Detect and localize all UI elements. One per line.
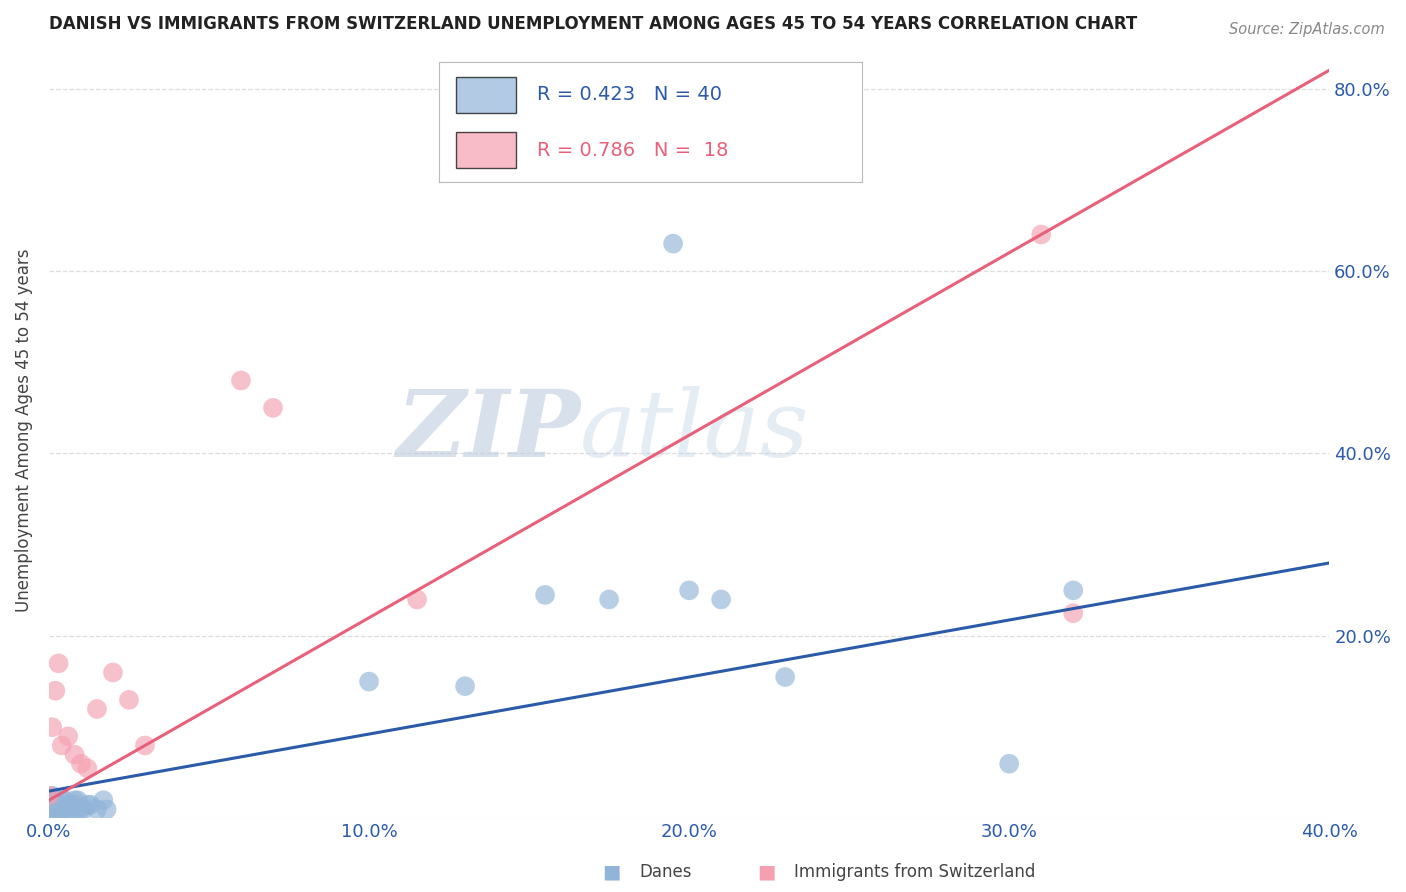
Point xyxy=(101,665,124,680)
Point xyxy=(96,802,118,816)
Point xyxy=(662,236,685,251)
Point xyxy=(63,797,86,812)
Point xyxy=(86,802,108,816)
Point xyxy=(134,739,156,753)
Point xyxy=(60,802,83,816)
Point xyxy=(56,802,79,816)
Point xyxy=(41,793,63,807)
Point xyxy=(44,683,66,698)
Point xyxy=(678,583,700,598)
Text: DANISH VS IMMIGRANTS FROM SWITZERLAND UNEMPLOYMENT AMONG AGES 45 TO 54 YEARS COR: DANISH VS IMMIGRANTS FROM SWITZERLAND UN… xyxy=(49,15,1137,33)
Point xyxy=(66,802,89,816)
Point xyxy=(38,802,60,816)
Point xyxy=(44,793,66,807)
Text: Danes: Danes xyxy=(640,863,692,881)
Point xyxy=(70,756,93,771)
Point xyxy=(773,670,796,684)
Point xyxy=(93,793,115,807)
Point xyxy=(53,793,76,807)
Point xyxy=(51,802,73,816)
Point xyxy=(406,592,429,607)
Text: ■: ■ xyxy=(756,863,776,882)
Text: Source: ZipAtlas.com: Source: ZipAtlas.com xyxy=(1229,22,1385,37)
Y-axis label: Unemployment Among Ages 45 to 54 years: Unemployment Among Ages 45 to 54 years xyxy=(15,249,32,613)
Point xyxy=(38,793,60,807)
Point xyxy=(598,592,620,607)
Text: Immigrants from Switzerland: Immigrants from Switzerland xyxy=(794,863,1036,881)
Point xyxy=(118,693,141,707)
Point xyxy=(63,793,86,807)
Point xyxy=(56,797,79,812)
Text: ZIP: ZIP xyxy=(396,385,581,475)
Point xyxy=(262,401,284,415)
Point xyxy=(41,789,63,803)
Text: atlas: atlas xyxy=(581,385,810,475)
Point xyxy=(1062,606,1084,620)
Point xyxy=(229,374,252,388)
Point xyxy=(38,797,60,812)
Point xyxy=(79,797,101,812)
Point xyxy=(41,797,63,812)
Point xyxy=(998,756,1021,771)
Point xyxy=(53,802,76,816)
Point xyxy=(41,720,63,734)
Point xyxy=(44,797,66,812)
Point xyxy=(56,729,79,743)
Point xyxy=(1031,227,1053,242)
Point xyxy=(86,702,108,716)
Point xyxy=(38,789,60,803)
Point xyxy=(51,793,73,807)
Point xyxy=(76,761,98,775)
Point xyxy=(1062,583,1084,598)
Point xyxy=(48,797,70,812)
Text: ■: ■ xyxy=(602,863,621,882)
Point xyxy=(41,802,63,816)
Point xyxy=(66,793,89,807)
Point xyxy=(454,679,477,693)
Point xyxy=(51,739,73,753)
Point xyxy=(48,802,70,816)
Point xyxy=(48,657,70,671)
Point xyxy=(534,588,557,602)
Point xyxy=(76,797,98,812)
Point xyxy=(710,592,733,607)
Point xyxy=(44,802,66,816)
Point xyxy=(357,674,380,689)
Point xyxy=(63,747,86,762)
Point xyxy=(70,802,93,816)
Point xyxy=(73,802,96,816)
